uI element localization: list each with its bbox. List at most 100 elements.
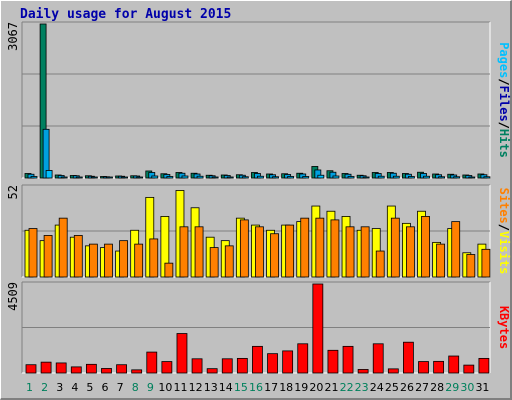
legend-part-slash: / [497, 78, 511, 85]
kbytes-bar-day-11 [176, 333, 188, 374]
sites-bar-day-14 [224, 245, 234, 278]
day-label-28: 28 [430, 381, 444, 394]
kbytes-bar-day-9 [146, 351, 158, 374]
kbytes-bar-day-8 [131, 369, 143, 374]
day-label-3: 3 [56, 381, 63, 394]
day-label-29: 29 [445, 381, 459, 394]
visits-max-label: 52 [6, 185, 20, 199]
sites-bar-day-27 [421, 216, 430, 278]
pages-bar-day-28 [438, 176, 446, 179]
legend-part-slash: / [497, 224, 511, 231]
sites-bar-day-12 [194, 226, 204, 278]
kbytes-bar-day-6 [101, 368, 112, 374]
legend-part-files: Files [497, 86, 511, 122]
pages-bar-day-9 [151, 175, 159, 179]
pages-bar-day-19 [302, 176, 310, 179]
legend-part-hits: Hits [497, 129, 511, 158]
day-label-11: 11 [174, 381, 188, 394]
sites-bar-day-1 [28, 228, 38, 278]
sites-bar-day-5 [88, 243, 98, 278]
kbytes-bar-day-30 [463, 364, 475, 374]
plot-area-1 [22, 22, 490, 178]
pages-bar-day-25 [392, 175, 400, 179]
kbytes-bar-day-7 [116, 364, 127, 374]
kbytes-bar-day-18 [282, 350, 294, 374]
kbytes-bar-day-10 [161, 361, 173, 374]
kbytes-bar-day-2 [40, 361, 52, 374]
day-label-30: 30 [460, 381, 474, 394]
day-label-7: 7 [117, 381, 124, 394]
day-label-19: 19 [294, 381, 308, 394]
day-label-15: 15 [234, 381, 248, 394]
sites-bar-day-4 [73, 235, 83, 278]
day-label-21: 21 [324, 381, 338, 394]
sites-bar-day-23 [360, 226, 370, 278]
sites-bar-day-10 [164, 262, 174, 278]
pages-bar-day-6 [106, 176, 113, 179]
sites-visits-legend: Sites/Visits [497, 188, 511, 275]
pages-bar-day-3 [60, 176, 68, 179]
legend-part-visits: Visits [497, 231, 511, 274]
sites-bar-day-8 [134, 243, 144, 278]
day-label-6: 6 [102, 381, 109, 394]
kbytes-bar-day-26 [403, 341, 414, 374]
sites-bar-day-20 [315, 217, 325, 278]
pages-bar-day-18 [287, 176, 295, 179]
day-label-8: 8 [132, 381, 139, 394]
sites-bar-day-26 [406, 226, 415, 278]
sites-bar-day-11 [179, 226, 189, 278]
day-label-1: 1 [26, 381, 33, 394]
day-label-25: 25 [385, 381, 399, 394]
pages-bar-day-7 [121, 176, 128, 179]
pages-bar-day-17 [272, 176, 279, 179]
day-label-24: 24 [370, 381, 384, 394]
day-label-14: 14 [219, 381, 233, 394]
kbytes-bar-day-4 [70, 366, 82, 374]
pages-bar-day-27 [423, 175, 430, 179]
pages-bar-day-14 [226, 176, 234, 179]
pages-bar-day-23 [362, 176, 370, 179]
hits-max-label: 3067 [6, 22, 20, 51]
kbytes-bar-day-22 [342, 345, 354, 374]
day-label-5: 5 [86, 381, 93, 394]
kbytes-bar-day-12 [191, 358, 203, 374]
kbytes-bar-day-24 [372, 343, 384, 374]
pages-files-hits-legend: Pages/Files/Hits [497, 42, 511, 158]
day-label-20: 20 [309, 381, 323, 394]
sites-bar-day-31 [481, 248, 491, 278]
kbytes-bar-day-29 [448, 355, 460, 374]
legend-part-sites: Sites [497, 188, 511, 224]
kbytes-bar-day-3 [55, 362, 67, 374]
kbytes-bar-day-19 [297, 343, 309, 374]
sites-bar-day-13 [209, 247, 219, 278]
sites-bar-day-6 [104, 243, 113, 278]
day-label-31: 31 [475, 381, 489, 394]
day-label-22: 22 [340, 381, 354, 394]
day-label-9: 9 [147, 381, 154, 394]
kbytes-bar-day-20 [312, 283, 324, 374]
pages-bar-day-10 [166, 176, 174, 179]
kbytes-bar-day-15 [236, 357, 248, 374]
day-label-10: 10 [158, 381, 172, 394]
kbytes-bar-day-23 [357, 369, 369, 374]
kbytes-bar-day-28 [433, 360, 445, 374]
pages-bar-day-22 [347, 176, 355, 179]
day-label-13: 13 [204, 381, 218, 394]
kbytes-bar-day-25 [387, 368, 399, 374]
day-label-27: 27 [415, 381, 429, 394]
kbytes-bar-day-27 [418, 361, 429, 374]
day-label-12: 12 [189, 381, 203, 394]
day-label-23: 23 [355, 381, 369, 394]
sites-bar-day-19 [300, 217, 310, 278]
pages-bar-day-15 [241, 176, 249, 179]
pages-bar-day-16 [257, 175, 264, 179]
sites-bar-day-17 [270, 233, 279, 278]
legend-part-kbytes: KBytes [497, 306, 511, 349]
sites-bar-day-7 [119, 240, 128, 278]
kbytes-bar-day-5 [85, 363, 97, 374]
pages-bar-day-29 [453, 176, 461, 179]
chart-title: Daily usage for August 2015 [20, 7, 232, 22]
sites-bar-day-3 [58, 217, 68, 278]
pages-bar-day-1 [30, 176, 38, 179]
kbytes-bar-day-13 [206, 368, 218, 374]
